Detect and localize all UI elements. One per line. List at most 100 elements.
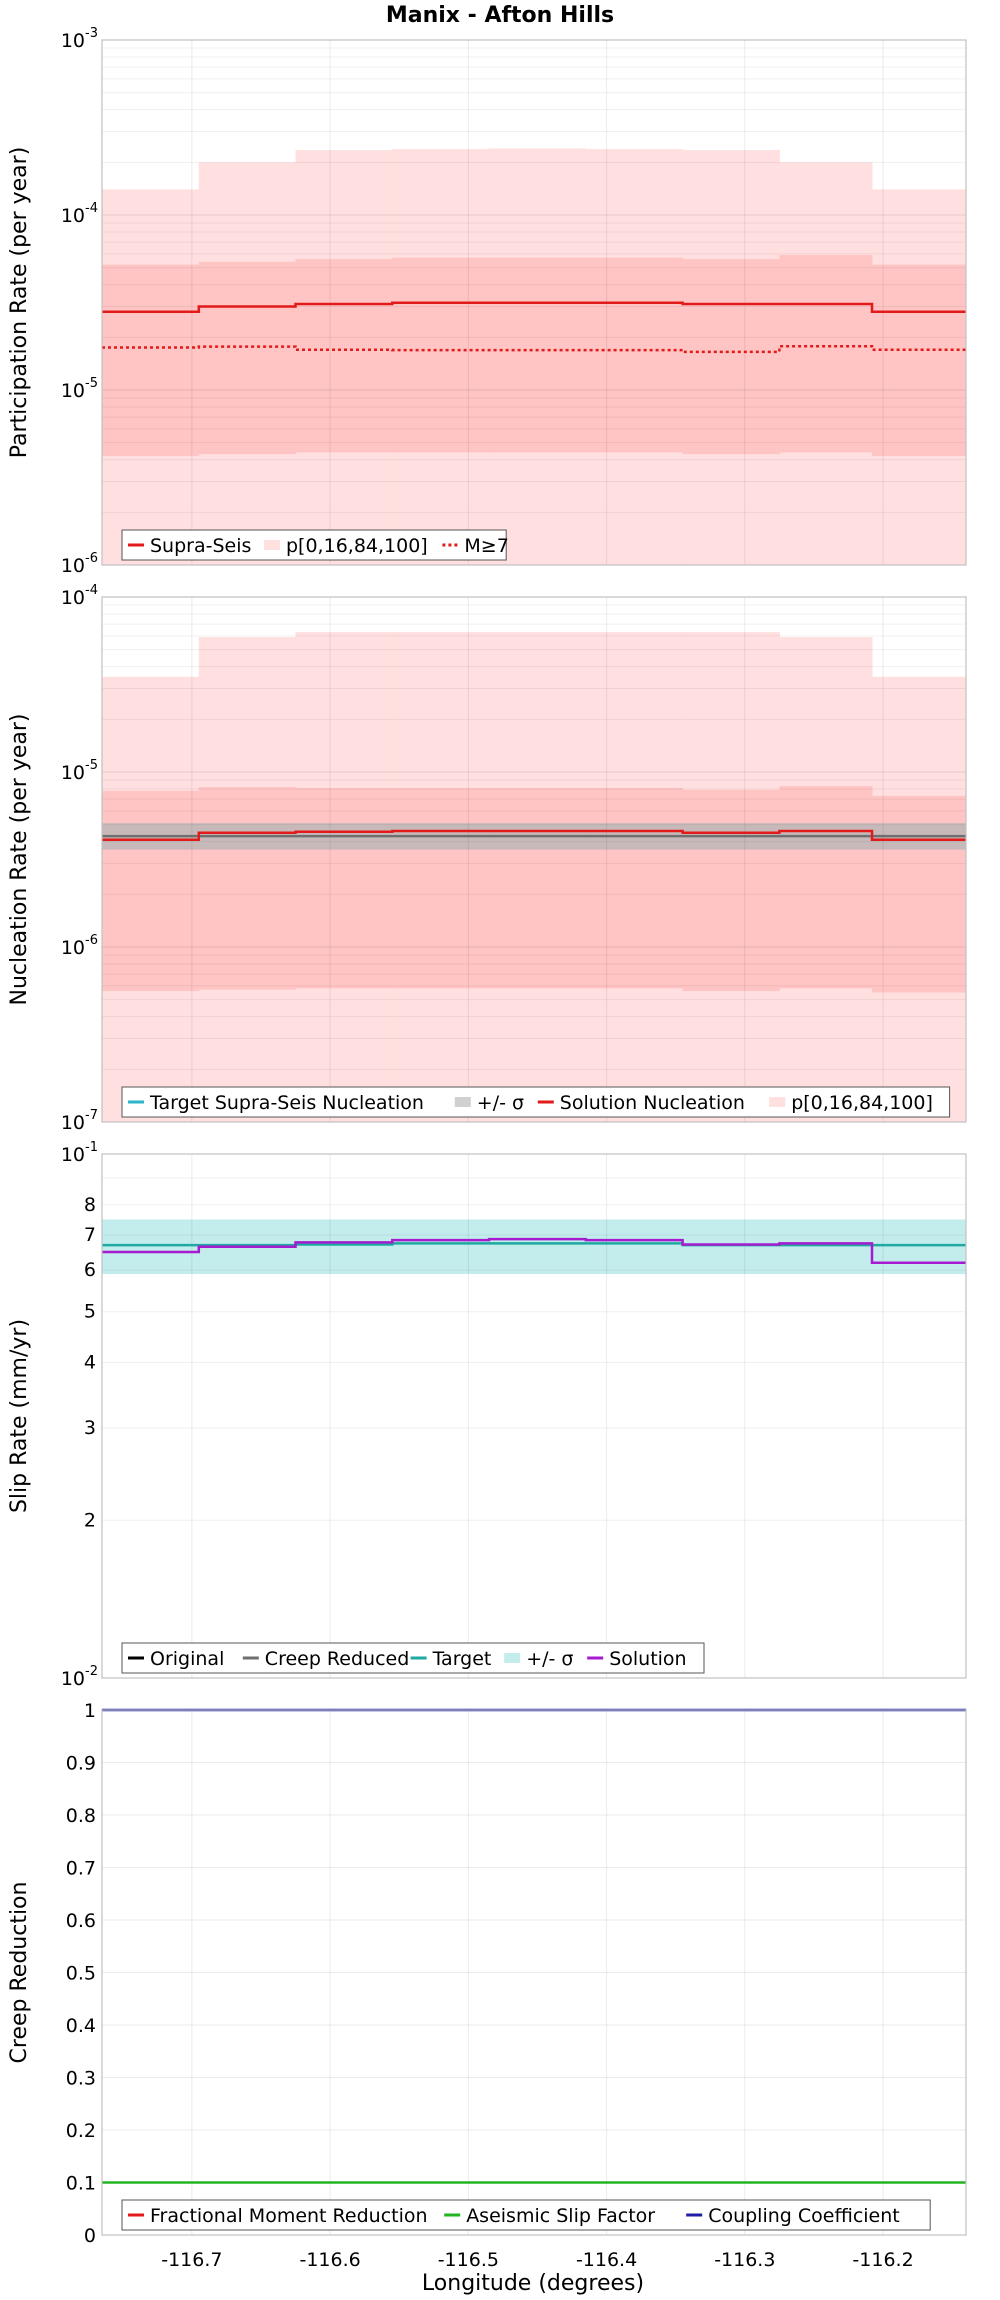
y-tick-label-0: 0 (84, 2225, 96, 2247)
y-minor-label-1: 3 (84, 1417, 96, 1439)
legend-label-4: Solution (609, 1648, 686, 1670)
y-tick-label-4: 0.4 (66, 2015, 96, 2037)
y-tick-label-3: 10-4 (61, 583, 98, 609)
y-tick-label-1: 10-1 (61, 1140, 98, 1166)
tick-exponent: -6 (85, 933, 98, 948)
legend-label-3: p[0,16,84,100] (791, 1092, 933, 1114)
tick-exponent: -4 (85, 583, 98, 598)
legend-label-0: Supra-Seis (150, 535, 251, 557)
y-minor-label-5: 7 (84, 1224, 96, 1246)
band-1-seg-1 (198, 787, 297, 990)
y-tick-label-8: 0.8 (66, 1805, 96, 1827)
tick-base: 10 (61, 30, 85, 52)
x-axis-label: Longitude (degrees) (422, 2271, 644, 2296)
y-axis-label-nucleation: Nucleation Rate (per year) (7, 714, 32, 1006)
legend-nucleation: Target Supra-Seis Nucleation +/- σ Solutio… (121, 1086, 951, 1118)
plot-frame (101, 1709, 967, 2236)
y-tick-label-6: 0.6 (66, 1910, 96, 1932)
band-1-seg-5 (585, 257, 684, 453)
band-0-seg-8 (871, 1219, 967, 1275)
tick-exponent: -6 (85, 551, 98, 566)
tick-base: 10 (61, 1144, 85, 1166)
band-0-seg-2 (295, 1219, 393, 1275)
legend-label-2: Solution Nucleation (560, 1092, 745, 1114)
series-solution (102, 1237, 966, 1265)
legend-label-0: Target Supra-Seis Nucleation (149, 1092, 424, 1114)
series-solution-nucleation (102, 829, 966, 842)
x-tick-label-2: -116.5 (438, 2249, 499, 2271)
y-tick-label-2: 0.2 (66, 2120, 96, 2142)
band-0-seg-0 (102, 1219, 200, 1275)
y-tick-label-0: 10-7 (61, 1108, 98, 1134)
tick-exponent: -7 (85, 1108, 98, 1123)
band-1-seg-7 (779, 786, 873, 989)
band-1-seg-1 (198, 261, 297, 455)
tick-base: 10 (61, 205, 85, 227)
legend-label-1: p[0,16,84,100] (286, 535, 428, 557)
legend-label-0: Fractional Moment Reduction (150, 2205, 428, 2227)
legend-label-1: +/- σ (477, 1092, 524, 1114)
band-0-seg-5 (585, 1219, 684, 1275)
y-tick-label-7: 0.7 (66, 1858, 96, 1880)
band-0-seg-3 (392, 1219, 490, 1275)
band-1-seg-4 (489, 788, 587, 989)
band-1-seg-6 (682, 789, 780, 992)
tick-exponent: -5 (85, 376, 98, 391)
x-tick-label-4: -116.3 (714, 2249, 775, 2271)
y-axis-label-slip: Slip Rate (mm/yr) (7, 1319, 32, 1513)
tick-base: 10 (61, 587, 85, 609)
y-axis-label-participation: Participation Rate (per year) (7, 147, 32, 459)
legend-marker-3 (769, 1097, 786, 1107)
legend-label-2: Coupling Coefficient (708, 2205, 900, 2227)
tick-exponent: -2 (85, 1664, 98, 1679)
band-0-seg-7 (779, 1219, 873, 1275)
y-minor-label-4: 6 (84, 1259, 96, 1281)
legend-slip: Original Creep Reduced Target +/- σ Solution (121, 1642, 705, 1674)
y-tick-label-1: 10-6 (61, 933, 98, 959)
y-axis-label-creep: Creep Reduction (7, 1882, 32, 2064)
y-minor-label-2: 4 (84, 1352, 96, 1374)
band-1-seg-4 (489, 257, 587, 453)
band-1-seg-6 (682, 259, 780, 455)
band-1-seg-3 (392, 257, 490, 453)
y-tick-label-5: 0.5 (66, 1963, 96, 1985)
legend-creep: Fractional Moment Reduction Aseismic Slip… (121, 2199, 931, 2231)
tick-exponent: -5 (85, 758, 98, 773)
tick-exponent: -4 (85, 201, 98, 216)
x-tick-label-1: -116.6 (299, 2249, 360, 2271)
band-1-seg-5 (585, 788, 684, 989)
plot-frame (101, 1153, 967, 1679)
y-tick-label-2: 10-5 (61, 758, 98, 784)
x-tick-label-3: -116.4 (576, 2249, 637, 2271)
y-tick-label-2: 10-4 (61, 201, 98, 227)
tick-exponent: -1 (85, 1140, 98, 1155)
tick-base: 10 (61, 555, 85, 577)
legend-box (121, 1086, 951, 1118)
tick-base: 10 (61, 937, 85, 959)
legend-marker-1 (264, 540, 280, 550)
panel-creep: 0 0.1 0.2 0.3 0.4 0.5 0.6 0.7 0.8 0.9 1 Creep Reduc… (7, 1700, 967, 2247)
tick-base: 10 (61, 762, 85, 784)
legend-marker-1 (454, 1097, 471, 1107)
x-tick-label-5: -116.2 (852, 2249, 913, 2271)
y-minor-label-6: 8 (84, 1194, 96, 1216)
y-tick-label-9: 0.9 (66, 1753, 96, 1775)
band-1-seg-3 (392, 788, 490, 989)
legend-box (121, 529, 507, 561)
plot-frame (101, 596, 967, 1123)
legend-participation: Supra-Seis p[0,16,84,100] M≥7 (121, 529, 509, 561)
tick-exponent: -3 (85, 26, 98, 41)
legend-label-3: +/- σ (526, 1648, 573, 1670)
band-0-seg-6 (682, 1219, 780, 1275)
legend-label-1: Aseismic Slip Factor (466, 2205, 655, 2227)
legend-label-2: Target (432, 1648, 492, 1670)
y-minor-label-3: 5 (84, 1301, 96, 1323)
y-tick-label-3: 0.3 (66, 2068, 96, 2090)
y-tick-label-10: 1 (84, 1700, 96, 1722)
plot-area (102, 1710, 966, 2235)
tick-base: 10 (61, 1112, 85, 1134)
chart-title: Manix - Afton Hills (386, 3, 614, 28)
legend-label-2: M≥7 (464, 535, 508, 557)
